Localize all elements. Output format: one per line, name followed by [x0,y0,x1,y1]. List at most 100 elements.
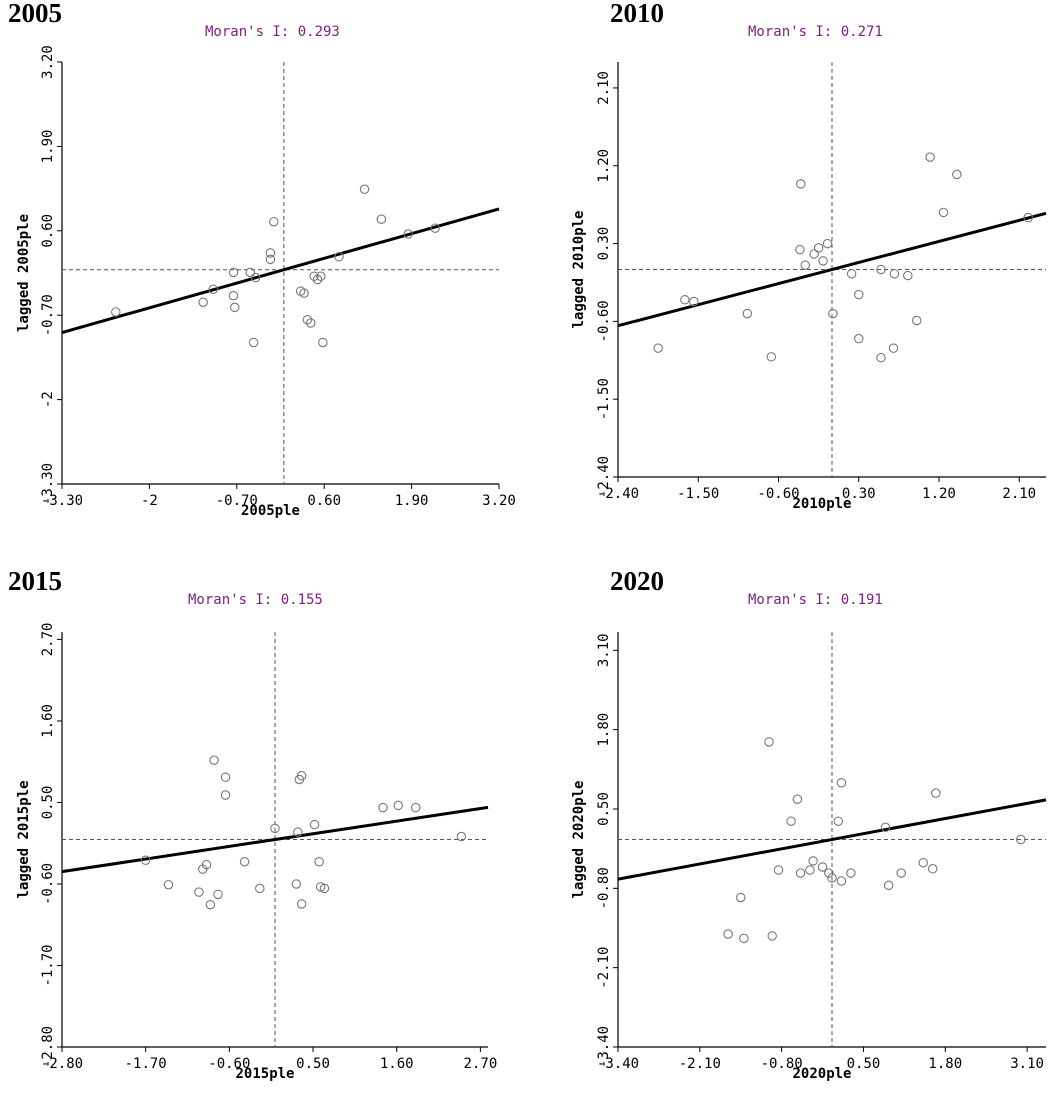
data-point [201,859,212,870]
year-label: 2015 [8,566,62,596]
data-point [296,899,307,909]
year-label: 2005 [8,0,62,28]
x-tick-label: 1.90 [395,493,429,509]
data-point [836,876,847,886]
x-tick-label: -0.60 [757,486,799,502]
data-point [270,823,280,834]
data-point [927,864,938,874]
data-point [309,271,319,281]
y-tick-label: -2 [40,391,56,408]
data-point [299,288,309,298]
data-point [456,831,467,842]
data-point [818,256,828,266]
data-point [952,169,962,180]
regression-line [617,211,1047,328]
y-tick-label: 2.70 [40,623,56,657]
data-point [911,315,922,326]
data-point [410,802,421,813]
x-tick-label: 0.50 [296,1056,330,1072]
x-tick-label: -0.80 [761,1056,803,1072]
data-point [828,308,838,319]
scatter-plot: -2.80 -1.70 -0.60 0.50 1.60 2.70 -2.80 -1.70 -0.… [16,623,497,1082]
data-point [876,264,886,275]
data-point [230,302,240,313]
data-point [250,272,261,283]
data-point [208,284,219,294]
y-axis-title: lagged 2015ple [16,780,32,898]
data-point [314,856,324,867]
y-tick-label: 0.30 [596,227,612,261]
data-point [824,868,834,878]
data-point [792,794,803,804]
y-tick-label: -2.10 [596,947,612,989]
data-point [876,352,886,363]
y-tick-label: -3.30 [40,463,56,505]
data-point [800,260,810,270]
y-tick-label: 3.10 [596,633,612,667]
data-point [735,892,746,903]
data-point [265,254,276,265]
y-axis-title: lagged 2005ple [16,214,32,332]
data-point [306,318,316,328]
data-point [163,879,174,890]
data-point [809,249,819,259]
y-tick-label: 0.60 [40,214,56,248]
data-point [205,899,216,910]
data-point [140,855,151,865]
x-axis-title: 2005ple [241,503,300,519]
data-point [316,271,326,281]
regression-line [61,207,500,334]
data-point [880,822,891,833]
x-tick-label: 3.10 [1010,1056,1044,1072]
y-tick-label: -0.70 [40,294,56,336]
x-tick-label: 1.80 [928,1056,962,1072]
data-point [764,737,774,747]
data-point [393,800,403,811]
y-tick-label: -3.40 [596,1026,612,1068]
y-tick-label: 2.10 [596,71,612,105]
data-point [795,244,805,255]
year-label: 2020 [610,566,664,596]
data-point [918,857,929,868]
data-point [938,207,949,218]
x-tick-label: -0.60 [208,1056,250,1072]
data-point [269,216,279,227]
data-point [805,865,815,875]
y-tick-label: -2.80 [40,1026,56,1068]
x-tick-label: -3.40 [597,1056,639,1072]
y-tick-label: 1.90 [40,130,56,164]
y-tick-label: 0.50 [596,792,612,826]
data-point [334,252,344,262]
data-point [896,868,906,878]
data-point [111,307,121,317]
x-tick-label: -1.50 [677,486,719,502]
x-tick-label: -1.70 [125,1056,167,1072]
y-tick-label: -0.60 [40,863,56,905]
y-axis-title: lagged 2020ple [571,780,587,898]
data-point [430,223,440,233]
data-point [376,214,387,224]
chart-title: Moran's I: 0.191 [748,592,883,608]
x-tick-label: 3.20 [482,493,516,509]
data-point [925,152,935,162]
data-point [248,337,259,348]
data-point [312,274,323,285]
y-tick-label: -2.40 [596,456,612,498]
x-tick-label: -2.80 [41,1056,83,1072]
scatter-plot: -3.30 -2 -0.70 0.60 1.90 3.20 -3.30 -2 -0.70 0.60… [16,45,516,519]
data-point [265,248,276,258]
data-point [213,889,223,900]
data-point [245,267,255,278]
data-point [239,856,250,867]
scatter-plot: -2.40 -1.50 -0.60 0.30 1.20 2.10 -2.40 -1.50 -0.… [571,62,1047,512]
y-tick-label: 0.50 [40,786,56,820]
data-point [827,873,837,883]
x-axis-title: 2010ple [792,496,851,512]
data-point [296,771,307,781]
data-point [931,788,941,798]
data-point [883,880,894,891]
y-tick-label: -1.50 [596,378,612,420]
chart-title: Moran's I: 0.293 [205,24,340,40]
year-label: 2010 [610,0,664,28]
